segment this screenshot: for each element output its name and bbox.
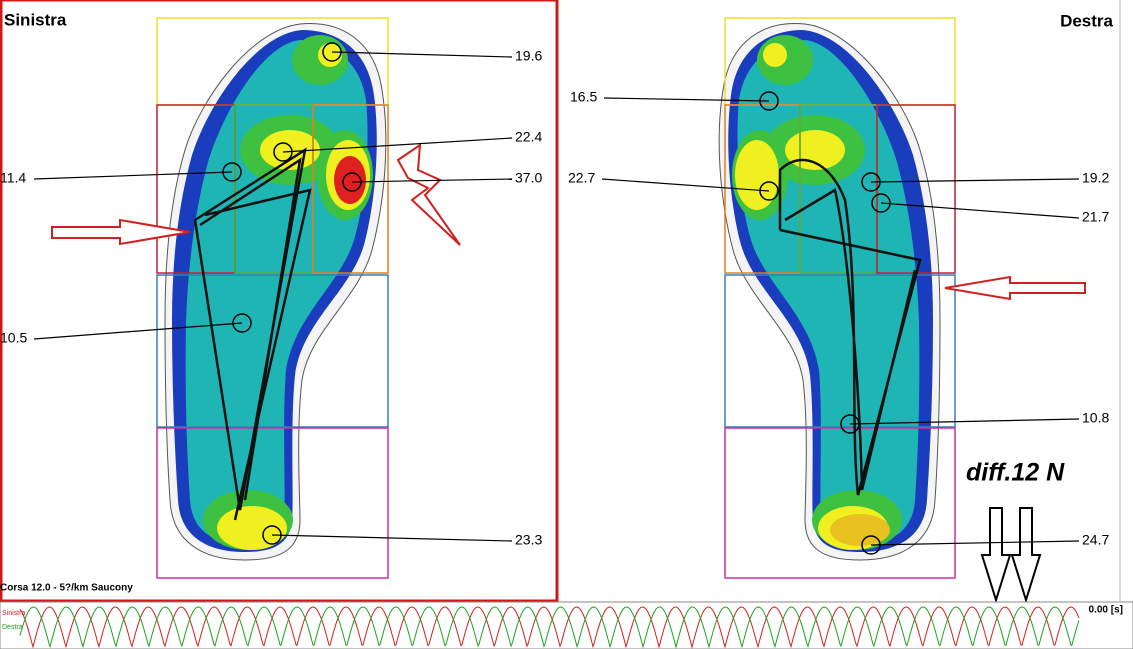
wave: [19, 606, 1080, 649]
leader-line: [351, 178, 513, 183]
left-zones: [156, 17, 389, 579]
value-label: 10.8: [1082, 410, 1109, 426]
value-label: 24.7: [1082, 532, 1109, 548]
marker: [262, 525, 282, 545]
marker: [871, 193, 891, 213]
marker: [342, 172, 362, 192]
waves: [19, 606, 1080, 649]
value-label: 23.3: [515, 532, 542, 548]
leader-line: [331, 51, 513, 58]
marker: [322, 42, 342, 62]
marker: [840, 414, 860, 434]
marker: [273, 142, 293, 162]
leader-line: [601, 178, 770, 192]
leader-line: [33, 171, 233, 180]
down-arrows: [980, 507, 1042, 604]
value-label: 21.7: [1082, 209, 1109, 225]
leader-line: [282, 137, 513, 153]
right-foot-map: [718, 23, 941, 561]
leader-line: [870, 540, 1080, 546]
trajectory: [778, 158, 922, 496]
arrow: [944, 275, 1086, 301]
marker: [759, 181, 779, 201]
left-panel: [0, 0, 559, 603]
value-label: 22.7: [568, 170, 595, 186]
leader-line: [880, 202, 1080, 219]
arrow: [51, 218, 191, 246]
trajectory: [193, 147, 312, 521]
value-label: 10.5: [0, 330, 27, 346]
annotation: diff.12 N: [966, 459, 1065, 487]
value-label: 22.4: [515, 129, 542, 145]
value-label: 19.2: [1082, 170, 1109, 186]
legend-right: Destra: [2, 624, 23, 631]
value-label: 16.5: [570, 89, 597, 105]
leader-line: [870, 178, 1080, 183]
leader-line: [603, 97, 770, 102]
leader-line: [33, 322, 243, 340]
leader-line: [849, 418, 1080, 425]
marker: [759, 91, 779, 111]
legend-left: Sinistra: [2, 610, 25, 617]
left-foot-map: [164, 23, 387, 561]
time: 0.00 [s]: [1089, 605, 1123, 616]
marker: [861, 535, 881, 555]
right-title: Destra: [1060, 11, 1113, 30]
leader-line: [271, 534, 513, 542]
left-title: Sinistra: [4, 10, 67, 29]
marker: [861, 172, 881, 192]
peak: [334, 156, 366, 204]
value-label: 19.6: [515, 48, 542, 64]
right-zones: [724, 17, 956, 579]
value-label: 37.0: [515, 170, 542, 186]
heel-spot: [830, 514, 890, 546]
caption: Corsa 12.0 - 5?/km Saucony: [0, 583, 133, 594]
value-label: 11.4: [0, 170, 26, 186]
marker: [222, 162, 242, 182]
marker: [232, 313, 252, 333]
wave: [19, 606, 1080, 649]
lightning: [396, 142, 461, 246]
